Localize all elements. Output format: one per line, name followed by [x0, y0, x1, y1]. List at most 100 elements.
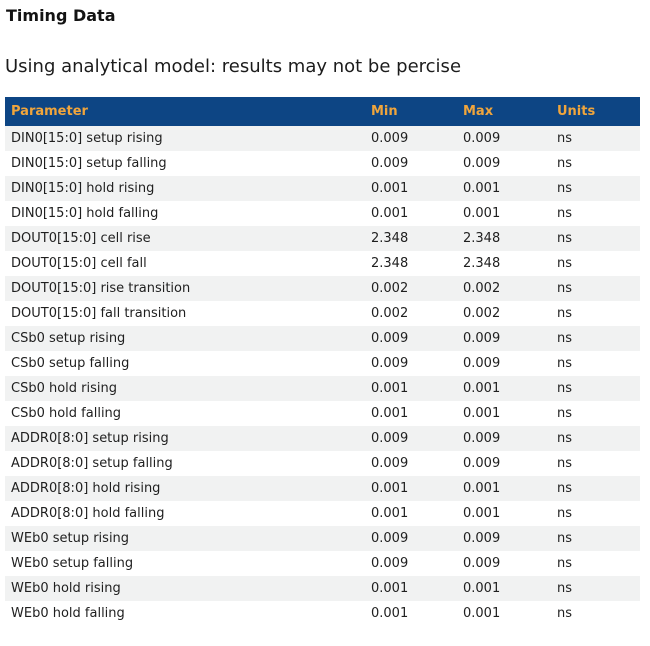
cell-parameter: DIN0[15:0] hold falling [11, 206, 159, 221]
cell-max: 0.009 [463, 556, 501, 571]
cell-min: 0.009 [371, 456, 409, 471]
cell-parameter: CSb0 hold rising [11, 381, 118, 396]
cell-min: 0.009 [371, 131, 409, 146]
cell-min: 0.001 [371, 181, 409, 196]
cell-max: 0.009 [463, 456, 501, 471]
cell-units: ns [557, 606, 573, 621]
table-row: DIN0[15:0] setup rising 0.009 0.009 ns [5, 126, 640, 151]
cell-parameter: DIN0[15:0] hold rising [11, 181, 155, 196]
cell-min: 0.001 [371, 481, 409, 496]
column-header-max: Max [463, 104, 494, 119]
cell-min: 0.009 [371, 356, 409, 371]
cell-min: 0.001 [371, 206, 409, 221]
cell-parameter: DOUT0[15:0] cell fall [11, 256, 147, 271]
cell-max: 0.002 [463, 281, 501, 296]
page-subtitle: Using analytical model: results may not … [5, 56, 462, 77]
cell-units: ns [557, 306, 573, 321]
cell-max: 0.009 [463, 431, 501, 446]
cell-parameter: DOUT0[15:0] fall transition [11, 306, 187, 321]
cell-max: 0.009 [463, 356, 501, 371]
table-row: WEb0 setup rising 0.009 0.009 ns [5, 526, 640, 551]
cell-min: 0.001 [371, 581, 409, 596]
timing-data-table: Parameter Min Max Units DIN0[15:0] setup… [5, 97, 640, 626]
table-row: ADDR0[8:0] setup rising 0.009 0.009 ns [5, 426, 640, 451]
table-row: CSb0 setup falling 0.009 0.009 ns [5, 351, 640, 376]
table-row: DIN0[15:0] setup falling 0.009 0.009 ns [5, 151, 640, 176]
column-header-parameter: Parameter [11, 104, 88, 119]
table-row: DOUT0[15:0] cell fall 2.348 2.348 ns [5, 251, 640, 276]
cell-units: ns [557, 381, 573, 396]
table-row: ADDR0[8:0] hold rising 0.001 0.001 ns [5, 476, 640, 501]
cell-units: ns [557, 131, 573, 146]
table-row: CSb0 hold rising 0.001 0.001 ns [5, 376, 640, 401]
cell-max: 0.009 [463, 331, 501, 346]
cell-parameter: ADDR0[8:0] hold falling [11, 506, 165, 521]
cell-parameter: DIN0[15:0] setup rising [11, 131, 163, 146]
cell-min: 0.001 [371, 506, 409, 521]
cell-min: 0.009 [371, 531, 409, 546]
table-row: DIN0[15:0] hold rising 0.001 0.001 ns [5, 176, 640, 201]
cell-min: 0.009 [371, 331, 409, 346]
cell-units: ns [557, 156, 573, 171]
cell-parameter: WEb0 hold rising [11, 581, 121, 596]
cell-units: ns [557, 206, 573, 221]
table-row: DOUT0[15:0] fall transition 0.002 0.002 ns [5, 301, 640, 326]
cell-units: ns [557, 256, 573, 271]
cell-parameter: DOUT0[15:0] cell rise [11, 231, 151, 246]
cell-units: ns [557, 506, 573, 521]
table-row: WEb0 hold rising 0.001 0.001 ns [5, 576, 640, 601]
cell-max: 2.348 [463, 231, 501, 246]
column-header-min: Min [371, 104, 398, 119]
cell-units: ns [557, 556, 573, 571]
cell-parameter: DOUT0[15:0] rise transition [11, 281, 191, 296]
cell-units: ns [557, 281, 573, 296]
cell-parameter: ADDR0[8:0] setup falling [11, 456, 173, 471]
cell-min: 0.009 [371, 431, 409, 446]
cell-min: 0.009 [371, 156, 409, 171]
table-row: DOUT0[15:0] cell rise 2.348 2.348 ns [5, 226, 640, 251]
cell-units: ns [557, 181, 573, 196]
cell-max: 0.002 [463, 306, 501, 321]
cell-parameter: WEb0 hold falling [11, 606, 125, 621]
cell-parameter: ADDR0[8:0] setup rising [11, 431, 169, 446]
cell-units: ns [557, 531, 573, 546]
table-row: DIN0[15:0] hold falling 0.001 0.001 ns [5, 201, 640, 226]
cell-max: 2.348 [463, 256, 501, 271]
cell-max: 0.001 [463, 606, 501, 621]
cell-parameter: WEb0 setup rising [11, 531, 130, 546]
cell-units: ns [557, 331, 573, 346]
cell-parameter: ADDR0[8:0] hold rising [11, 481, 161, 496]
table-row: CSb0 setup rising 0.009 0.009 ns [5, 326, 640, 351]
cell-parameter: DIN0[15:0] setup falling [11, 156, 167, 171]
cell-parameter: CSb0 hold falling [11, 406, 122, 421]
cell-max: 0.009 [463, 531, 501, 546]
cell-max: 0.001 [463, 406, 501, 421]
page-title: Timing Data [6, 6, 116, 25]
cell-parameter: WEb0 setup falling [11, 556, 134, 571]
cell-max: 0.001 [463, 481, 501, 496]
cell-max: 0.001 [463, 206, 501, 221]
cell-units: ns [557, 456, 573, 471]
table-row: ADDR0[8:0] setup falling 0.009 0.009 ns [5, 451, 640, 476]
cell-max: 0.009 [463, 131, 501, 146]
cell-max: 0.001 [463, 181, 501, 196]
cell-min: 2.348 [371, 256, 409, 271]
cell-units: ns [557, 231, 573, 246]
cell-max: 0.001 [463, 581, 501, 596]
table-row: DOUT0[15:0] rise transition 0.002 0.002 ns [5, 276, 640, 301]
table-row: WEb0 hold falling 0.001 0.001 ns [5, 601, 640, 626]
cell-min: 0.009 [371, 556, 409, 571]
cell-min: 0.001 [371, 381, 409, 396]
table-row: ADDR0[8:0] hold falling 0.001 0.001 ns [5, 501, 640, 526]
cell-units: ns [557, 481, 573, 496]
cell-max: 0.001 [463, 506, 501, 521]
cell-parameter: CSb0 setup rising [11, 331, 126, 346]
cell-units: ns [557, 406, 573, 421]
cell-min: 2.348 [371, 231, 409, 246]
cell-units: ns [557, 581, 573, 596]
cell-max: 0.001 [463, 381, 501, 396]
cell-min: 0.002 [371, 281, 409, 296]
cell-min: 0.001 [371, 406, 409, 421]
table-row: CSb0 hold falling 0.001 0.001 ns [5, 401, 640, 426]
